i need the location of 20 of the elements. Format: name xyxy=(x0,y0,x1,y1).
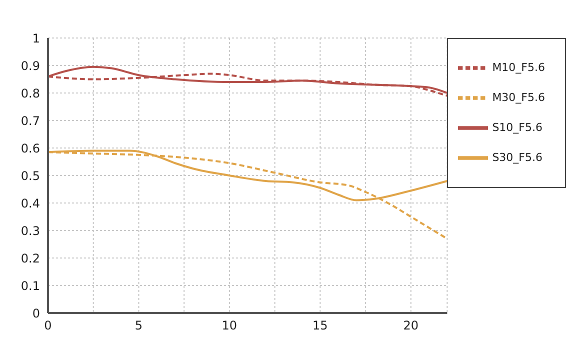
y-tick-label: 0.5 xyxy=(20,168,40,183)
y-tick-label: 0.3 xyxy=(20,224,40,238)
y-tick-label: 0.7 xyxy=(20,114,40,128)
x-tick-label: 20 xyxy=(403,318,419,333)
legend-label: M30_F5.6 xyxy=(492,91,545,104)
y-tick-label: 0 xyxy=(32,306,40,320)
x-tick-label: 10 xyxy=(222,318,238,333)
y-tick-label: 0.4 xyxy=(20,196,40,210)
y-tick-label: 0.6 xyxy=(20,141,40,156)
y-tick-label: 0.2 xyxy=(20,251,40,266)
legend-label: S10_F5.6 xyxy=(492,121,542,134)
y-tick-label: 0.8 xyxy=(20,86,40,100)
y-tick-label: 1 xyxy=(32,31,40,46)
legend-label: M10_F5.6 xyxy=(492,61,545,74)
x-tick-label: 5 xyxy=(134,318,143,333)
x-tick-label: 0 xyxy=(44,318,52,333)
y-tick-label: 0.1 xyxy=(20,278,40,293)
x-tick-label: 15 xyxy=(312,318,328,333)
y-tick-label: 0.9 xyxy=(20,58,40,73)
legend-label: S30_F5.6 xyxy=(492,151,542,164)
